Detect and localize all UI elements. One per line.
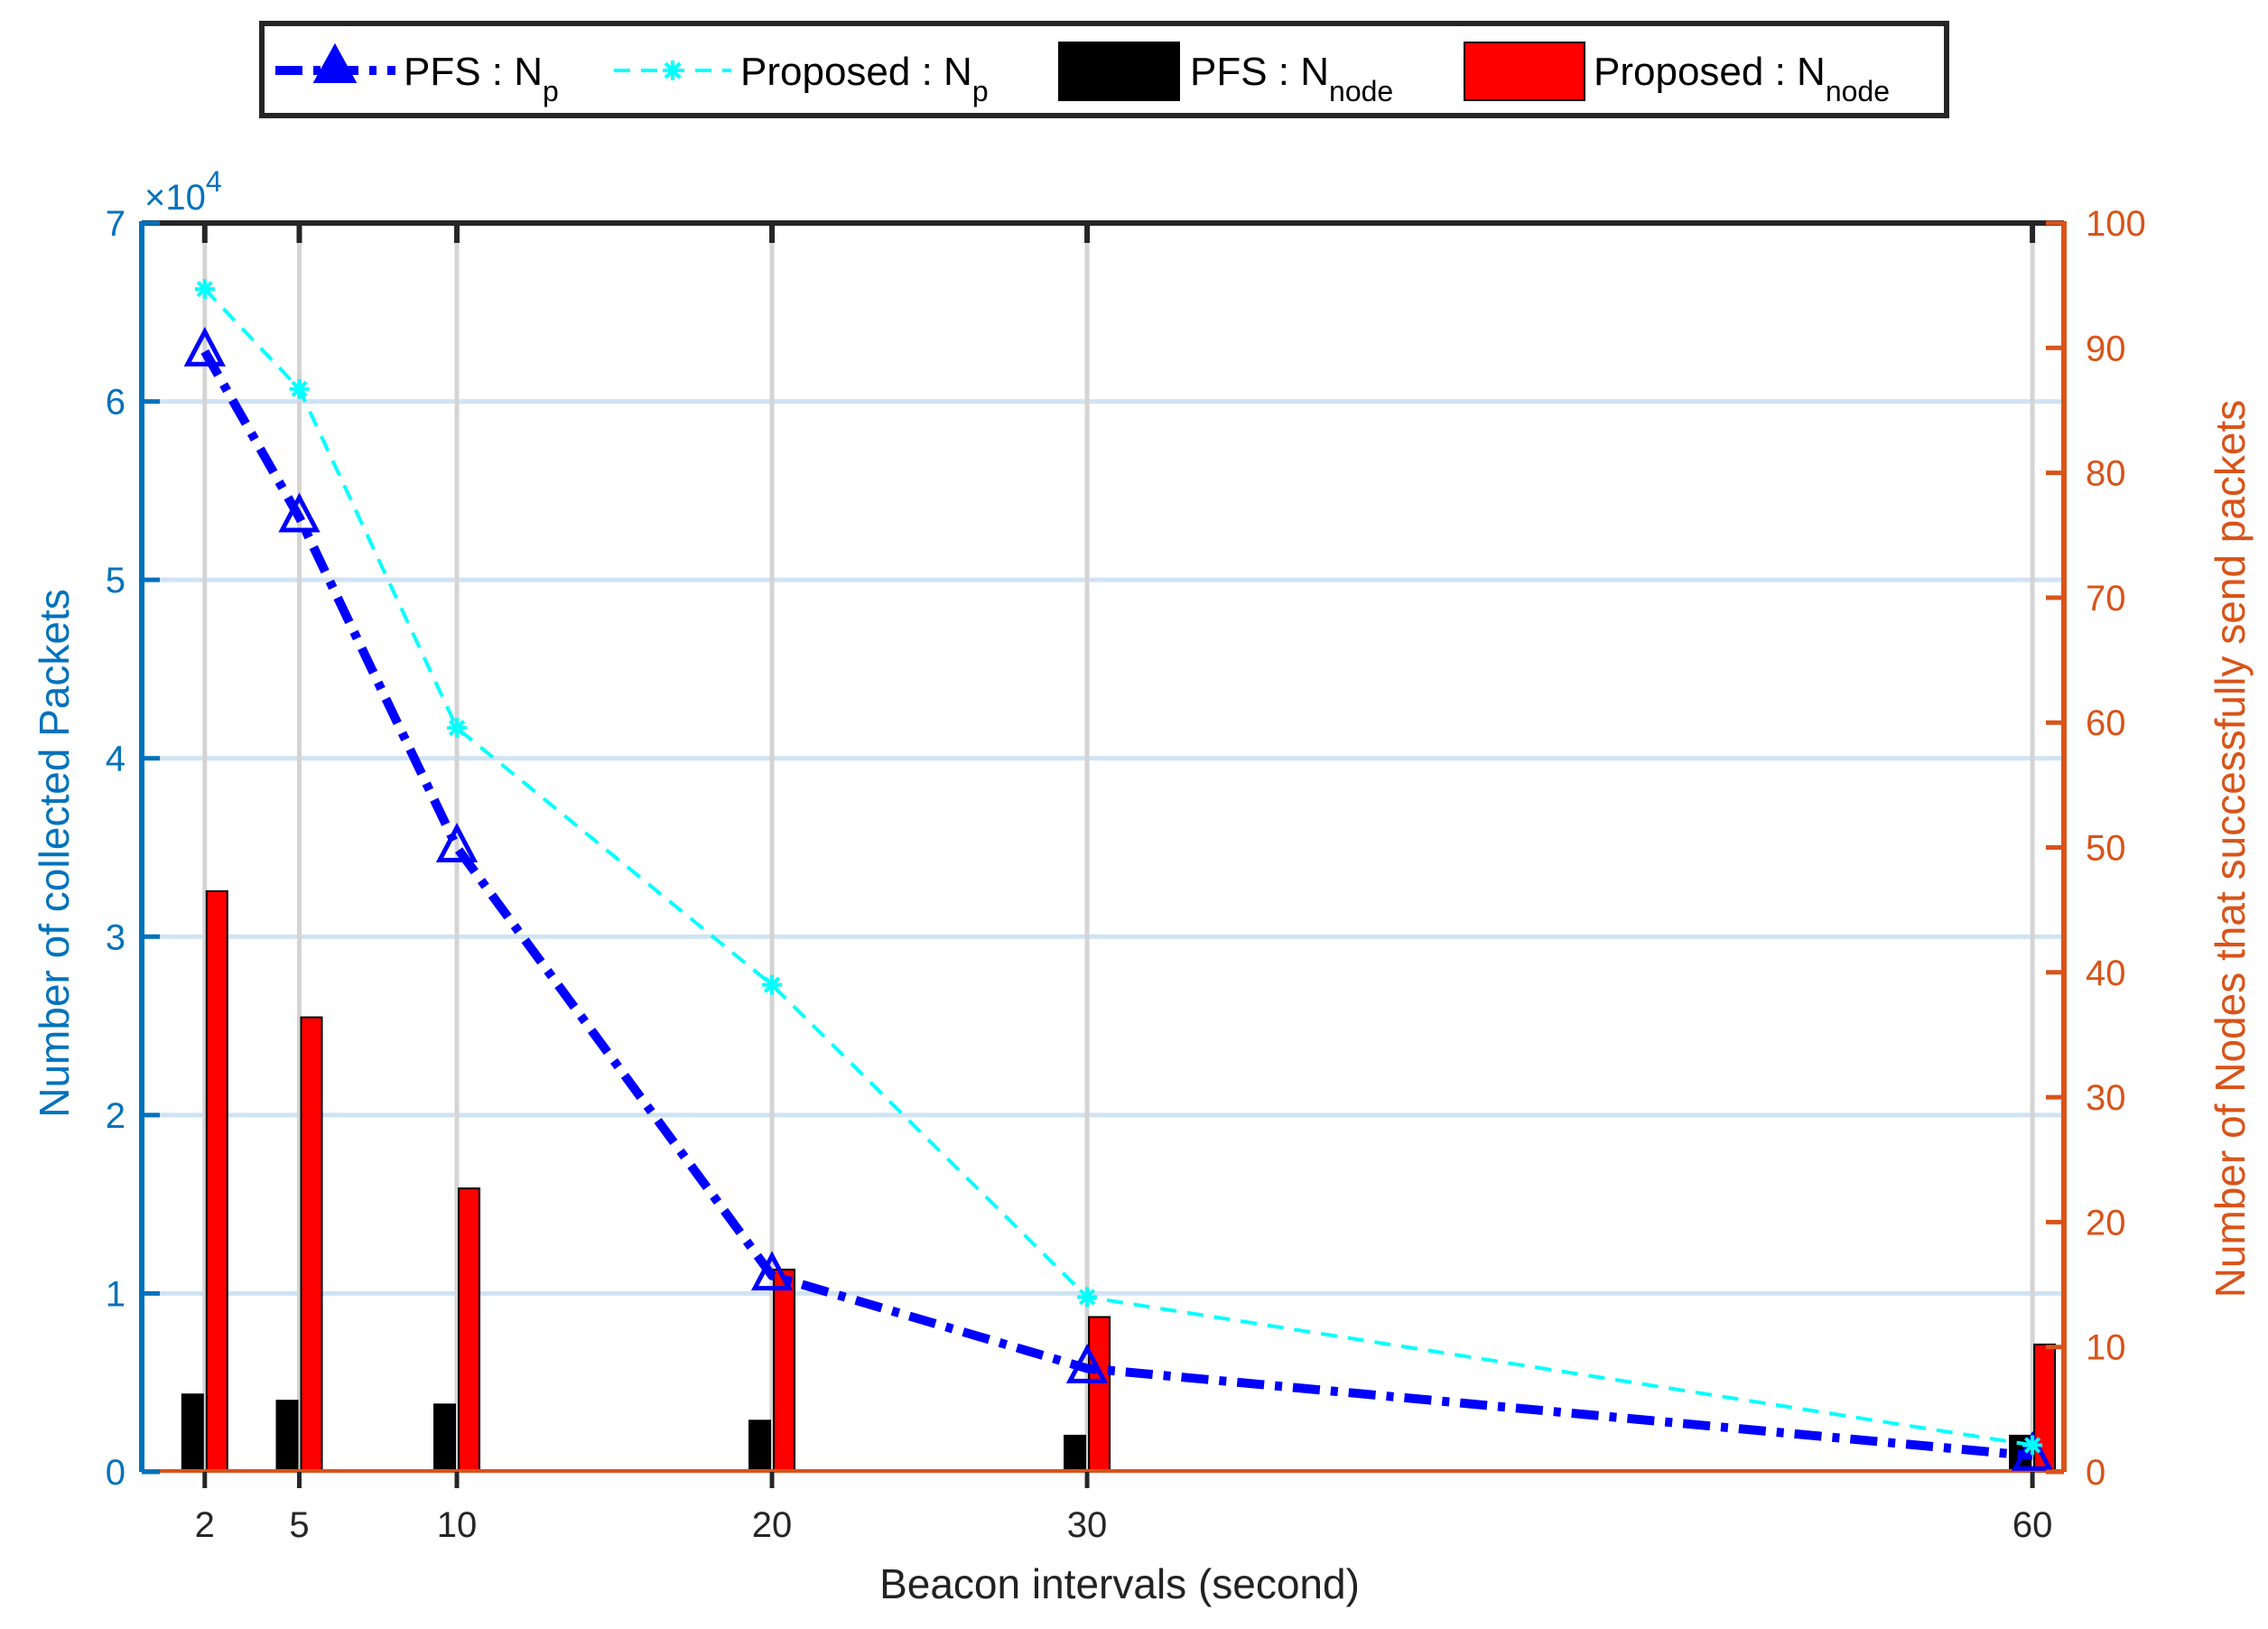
y-right-tick-label: 80: [2086, 454, 2126, 494]
legend-marker-proposed-np: [663, 61, 683, 80]
bar-proposed-20: [773, 1268, 796, 1473]
marker-pfs-np-20: [750, 1251, 794, 1291]
y-left-tick-label: 2: [106, 1096, 125, 1136]
bar-proposed-10: [458, 1187, 481, 1473]
marker-proposed-np-60: [2022, 1435, 2043, 1456]
legend-label-proposed-nnode: Proposed : Nnode: [1594, 50, 1890, 107]
marker-pfs-np-10: [435, 823, 479, 862]
marker-proposed-np-10: [447, 718, 468, 739]
y-right-tick-label: 20: [2086, 1203, 2126, 1243]
plot-frame: [139, 220, 2067, 1488]
x-tick-label: 30: [1067, 1505, 1108, 1545]
y-left-tick-label: 3: [106, 917, 125, 957]
legend-label-proposed-np: Proposed : Np: [740, 50, 989, 107]
grid: [142, 223, 2064, 1472]
y-left-tick-label: 6: [106, 383, 125, 423]
bar-pfs-5: [275, 1400, 299, 1473]
bar-proposed-30: [1088, 1316, 1111, 1474]
x-tick-label: 2: [195, 1505, 215, 1545]
y-right-tick-label: 60: [2086, 703, 2126, 743]
marker-proposed-np-20: [762, 974, 783, 995]
marker-pfs-np-5: [278, 492, 321, 533]
y-right-tick-label: 40: [2086, 954, 2126, 993]
y-right-tick-label: 90: [2086, 329, 2126, 368]
marker-proposed-np-2: [194, 279, 215, 300]
bar-proposed-5: [300, 1016, 323, 1473]
legend-swatch-proposed-nnode: [1464, 42, 1585, 101]
x-axis-label: Beacon intervals (second): [879, 1560, 1360, 1607]
bar-pfs-30: [1064, 1434, 1087, 1473]
bars: [142, 889, 2064, 1474]
legend: PFS : Np Proposed : Np PFS : Nnode Proposed…: [259, 21, 1949, 118]
marker-pfs-np-30: [1065, 1344, 1109, 1383]
y-left-tick-label: 0: [106, 1453, 125, 1493]
legend-label-pfs-nnode: PFS : Nnode: [1190, 50, 1393, 107]
bar-pfs-2: [181, 1393, 204, 1474]
y-right-tick-label: 70: [2086, 579, 2126, 619]
line-proposed-np: [203, 287, 2033, 1447]
bar-proposed-60: [2033, 1343, 2057, 1473]
exponent-label: ×104: [144, 165, 222, 218]
x-tick-label: 5: [289, 1505, 309, 1545]
marker-pfs-np-2: [183, 326, 226, 367]
marker-proposed-np-30: [1077, 1287, 1098, 1308]
legend-swatch-pfs-nnode: [1058, 42, 1180, 101]
y-right-tick-label: 30: [2086, 1078, 2126, 1118]
y-right-tick-label: 100: [2086, 204, 2146, 244]
line-pfs-np: [200, 349, 2033, 1461]
y-axis-right-label: Number of Nodes that successfully send p…: [2207, 400, 2254, 1299]
marker-proposed-np-5: [289, 378, 310, 399]
bar-pfs-20: [748, 1420, 772, 1473]
x-tick-label: 20: [752, 1505, 793, 1545]
y-right-tick-label: 0: [2086, 1453, 2105, 1493]
legend-label-pfs-np: PFS : Np: [404, 50, 559, 107]
x-tick-label: 60: [2012, 1505, 2053, 1545]
y-right-tick-label: 10: [2086, 1328, 2126, 1368]
lines: [183, 279, 2054, 1471]
y-axis-left-label: Number of collected Packets: [31, 589, 78, 1118]
bar-pfs-10: [433, 1403, 457, 1473]
y-left-tick-label: 5: [106, 561, 125, 600]
y-left-tick-label: 4: [106, 740, 125, 779]
y-right-tick-label: 50: [2086, 829, 2126, 869]
y-left-tick-label: 7: [106, 204, 125, 244]
bar-proposed-2: [205, 889, 228, 1473]
legend-marker-pfs-np: [312, 42, 358, 83]
x-tick-label: 10: [437, 1505, 478, 1545]
y-left-tick-label: 1: [106, 1274, 125, 1314]
marker-pfs-np-60: [2011, 1430, 2054, 1471]
